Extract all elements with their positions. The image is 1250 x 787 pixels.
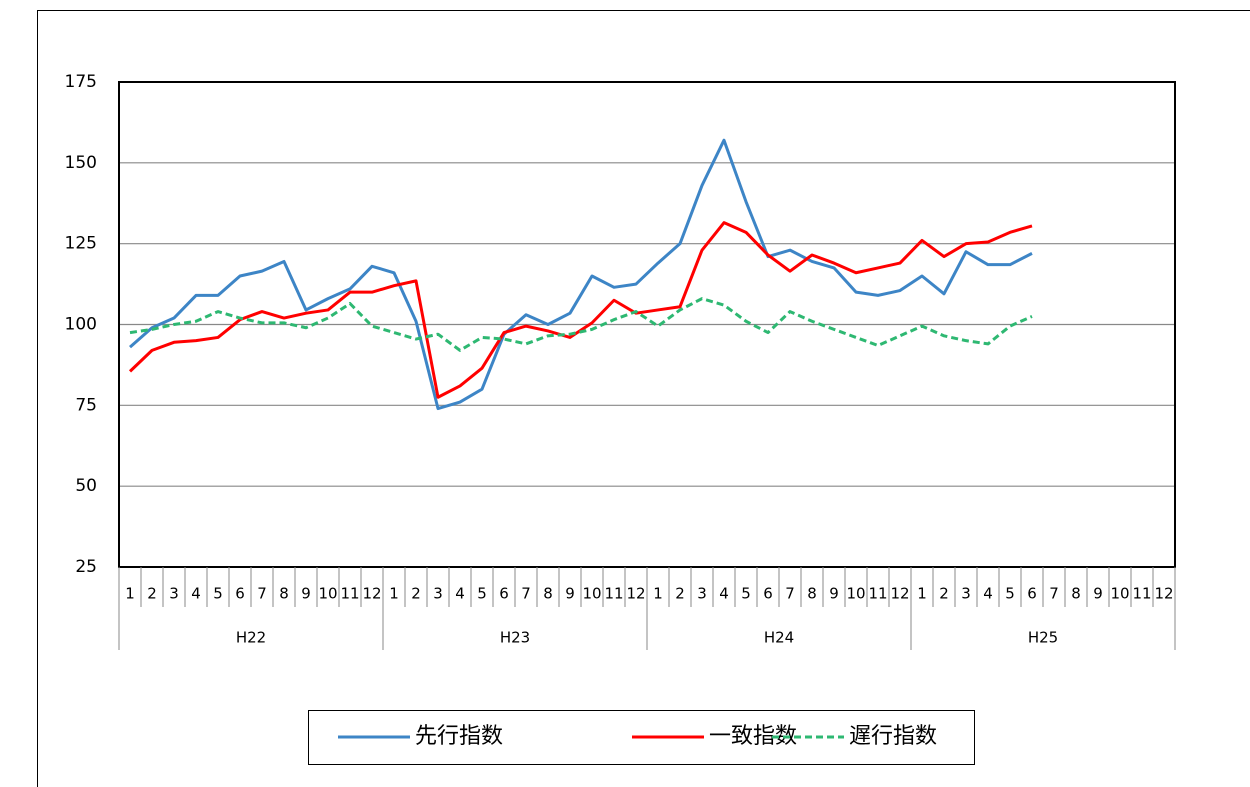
x-tick-label: 12: [890, 585, 909, 603]
x-tick-label: 6: [763, 585, 773, 603]
x-tick-label: 12: [1154, 585, 1173, 603]
x-tick-label: 12: [362, 585, 381, 603]
y-tick-label: 25: [75, 557, 97, 577]
y-tick-label: 150: [65, 153, 97, 173]
legend-label: 先行指数: [415, 724, 503, 749]
series-line: [128, 221, 1033, 399]
y-tick-label: 125: [65, 234, 97, 254]
x-tick-label: 1: [917, 585, 927, 603]
x-tick-label: 5: [213, 585, 223, 603]
series-line: [129, 297, 1033, 352]
x-tick-label: 4: [983, 585, 993, 603]
x-tick-label: 2: [939, 585, 949, 603]
x-group-label: H24: [764, 629, 794, 647]
x-tick-label: 11: [1132, 585, 1151, 603]
x-tick-label: 11: [340, 585, 359, 603]
x-tick-label: 9: [565, 585, 575, 603]
x-tick-label: 8: [279, 585, 289, 603]
legend-label: 遅行指数: [849, 724, 937, 749]
x-tick-label: 9: [829, 585, 839, 603]
y-tick-label: 50: [75, 476, 97, 496]
x-tick-label: 5: [741, 585, 751, 603]
x-tick-label: 11: [868, 585, 887, 603]
x-tick-label: 9: [301, 585, 311, 603]
x-tick-label: 3: [961, 585, 971, 603]
x-tick-label: 6: [1027, 585, 1037, 603]
chart-frame: [37, 10, 1250, 787]
x-tick-label: 9: [1093, 585, 1103, 603]
x-group-label: H22: [236, 629, 266, 647]
series-line: [129, 138, 1033, 411]
x-tick-label: 8: [807, 585, 817, 603]
x-tick-label: 3: [433, 585, 443, 603]
x-tick-label: 5: [1005, 585, 1015, 603]
x-tick-label: 4: [455, 585, 465, 603]
x-tick-label: 1: [125, 585, 135, 603]
x-tick-label: 2: [675, 585, 685, 603]
x-tick-label: 7: [1049, 585, 1059, 603]
x-tick-label: 6: [235, 585, 245, 603]
x-tick-label: 5: [477, 585, 487, 603]
x-tick-label: 1: [389, 585, 399, 603]
x-tick-label: 7: [785, 585, 795, 603]
x-tick-label: 10: [318, 585, 337, 603]
x-tick-label: 2: [411, 585, 421, 603]
x-tick-label: 8: [543, 585, 553, 603]
x-tick-label: 10: [582, 585, 601, 603]
x-tick-label: 11: [604, 585, 623, 603]
y-tick-label: 75: [75, 395, 97, 415]
x-tick-label: 8: [1071, 585, 1081, 603]
y-tick-label: 175: [65, 72, 97, 92]
x-tick-label: 1: [653, 585, 663, 603]
x-tick-label: 4: [719, 585, 729, 603]
x-tick-label: 10: [1110, 585, 1129, 603]
x-group-label: H23: [500, 629, 530, 647]
x-tick-label: 10: [846, 585, 865, 603]
x-tick-label: 3: [697, 585, 707, 603]
x-tick-label: 7: [257, 585, 267, 603]
y-tick-label: 100: [65, 315, 97, 335]
x-tick-label: 7: [521, 585, 531, 603]
x-tick-label: 12: [626, 585, 645, 603]
legend-label: 一致指数: [709, 724, 797, 749]
x-tick-label: 2: [147, 585, 157, 603]
x-group-label: H25: [1028, 629, 1058, 647]
x-tick-label: 3: [169, 585, 179, 603]
x-tick-label: 4: [191, 585, 201, 603]
x-tick-label: 6: [499, 585, 509, 603]
